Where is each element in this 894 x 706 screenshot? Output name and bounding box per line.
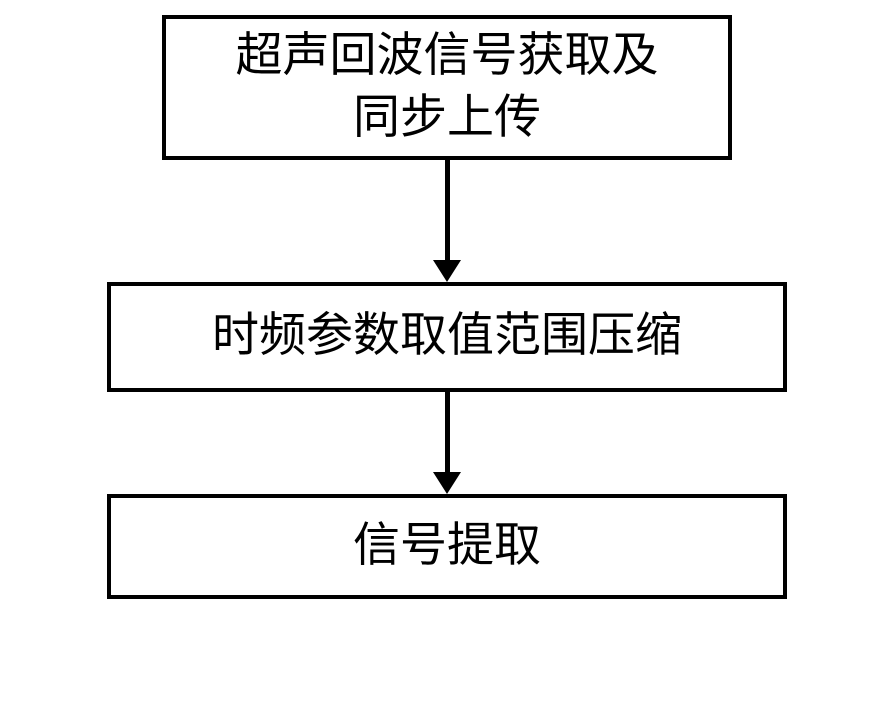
node-2-label: 时频参数取值范围压缩	[212, 306, 682, 367]
arrow-1-head	[433, 260, 461, 282]
flowchart-node-2: 时频参数取值范围压缩	[107, 282, 787, 392]
arrow-2-line	[445, 392, 450, 472]
node-3-label: 信号提取	[353, 516, 541, 577]
flowchart-node-1: 超声回波信号获取及同步上传	[162, 15, 732, 160]
arrow-2-head	[433, 472, 461, 494]
arrow-2	[433, 392, 461, 494]
flowchart-node-3: 信号提取	[107, 494, 787, 599]
arrow-1-line	[445, 160, 450, 260]
node-1-label: 超声回波信号获取及同步上传	[236, 26, 659, 148]
arrow-1	[433, 160, 461, 282]
flowchart-container: 超声回波信号获取及同步上传 时频参数取值范围压缩 信号提取	[107, 15, 787, 599]
